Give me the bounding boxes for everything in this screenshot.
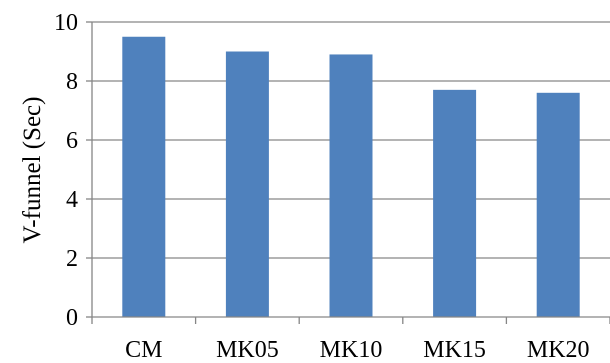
axes xyxy=(86,21,610,324)
x-tick-labels: CM MK05 MK10 MK15 MK20 xyxy=(125,337,589,363)
y-tick-label: 2 xyxy=(66,246,78,272)
y-tick-label: 6 xyxy=(66,128,78,154)
bar-mk10 xyxy=(329,54,373,317)
y-tick-label: 10 xyxy=(54,10,78,36)
x-tick-label-cm: CM xyxy=(125,337,162,363)
y-axis-title: V-funnel (Sec) xyxy=(19,97,46,244)
x-tick-label-mk15: MK15 xyxy=(423,337,486,363)
x-tick-label-mk20: MK20 xyxy=(527,337,590,363)
bar-mk20 xyxy=(536,92,580,317)
x-tick-label-mk10: MK10 xyxy=(320,337,383,363)
bars xyxy=(122,36,580,317)
bar-mk15 xyxy=(433,89,477,317)
y-tick-labels: 0 2 4 6 8 10 xyxy=(54,10,78,331)
bar-mk05 xyxy=(225,51,269,317)
y-tick-label: 4 xyxy=(66,187,78,213)
y-tick-label: 0 xyxy=(66,305,78,331)
y-tick-label: 8 xyxy=(66,69,78,95)
x-tick-label-mk05: MK05 xyxy=(216,337,279,363)
bar-cm xyxy=(122,36,166,317)
